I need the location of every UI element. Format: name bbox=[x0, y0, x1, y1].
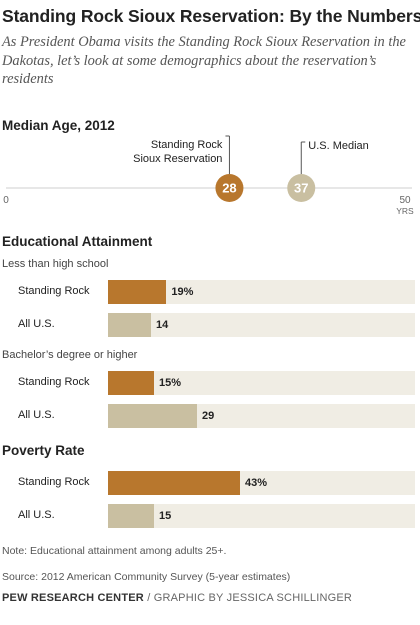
education-group-title: Less than high school bbox=[2, 258, 109, 270]
bar-track: 29 bbox=[108, 404, 415, 428]
bar-row: Standing Rock 15% bbox=[0, 371, 420, 395]
note-text: Note: Educational attainment among adult… bbox=[2, 545, 227, 557]
bar-value: 14 bbox=[155, 319, 169, 331]
bar-row: All U.S. 14 bbox=[0, 313, 420, 337]
bar-value: 43% bbox=[245, 477, 268, 489]
age-axis-unit-label: YRS bbox=[396, 206, 414, 216]
age-point-standing-rock bbox=[215, 174, 244, 202]
education-title: Educational Attainment bbox=[2, 234, 153, 249]
bar-fill bbox=[108, 471, 240, 495]
age-axis-min-label: 0 bbox=[3, 195, 9, 206]
education-group-title: Bachelor’s degree or higher bbox=[2, 349, 138, 361]
footer: PEW RESEARCH CENTER / GRAPHIC BY JESSICA… bbox=[2, 592, 352, 604]
bar-row: All U.S. 15 bbox=[0, 504, 420, 528]
age-label-standing-rock-line1: Standing Rock bbox=[151, 139, 223, 151]
footer-separator: / bbox=[143, 592, 154, 604]
bar-row: Standing Rock 43% bbox=[0, 471, 420, 495]
bar-row: Standing Rock 19% bbox=[0, 280, 420, 304]
bar-fill bbox=[108, 313, 151, 337]
median-age-title: Median Age, 2012 bbox=[2, 118, 115, 133]
bar-fill bbox=[108, 504, 155, 528]
bar-label: Standing Rock bbox=[18, 376, 90, 388]
age-label-standing-rock-line2: Sioux Reservation bbox=[133, 153, 222, 165]
bar-track: 43% bbox=[108, 471, 415, 495]
chart-title: Standing Rock Sioux Reservation: By the … bbox=[2, 6, 420, 26]
bar-label: All U.S. bbox=[18, 409, 55, 421]
bar-track: 14 bbox=[108, 313, 415, 337]
bar-value: 29 bbox=[202, 410, 215, 422]
chart-subtitle: As President Obama visits the Standing R… bbox=[2, 34, 406, 87]
bar-fill bbox=[108, 404, 198, 428]
footer-credit: GRAPHIC BY JESSICA SCHILLINGER bbox=[153, 592, 353, 604]
bar-row: All U.S. 29 bbox=[0, 404, 420, 428]
bar-label: All U.S. bbox=[18, 509, 55, 521]
bar-value: 15% bbox=[159, 377, 182, 389]
bar-fill bbox=[108, 371, 155, 395]
age-value-standing-rock: 28 bbox=[222, 181, 236, 196]
bar-track: 15% bbox=[108, 371, 415, 395]
bar-label: Standing Rock bbox=[18, 285, 90, 297]
age-axis-max-label: 50 bbox=[399, 195, 411, 206]
bar-fill bbox=[108, 280, 167, 304]
bar-value: 19% bbox=[171, 286, 194, 298]
bar-value: 15 bbox=[159, 510, 172, 522]
age-point-us bbox=[287, 174, 316, 202]
bar-track: 19% bbox=[108, 280, 415, 304]
bar-track: 15 bbox=[108, 504, 415, 528]
bar-label: All U.S. bbox=[18, 318, 55, 330]
poverty-title: Poverty Rate bbox=[2, 443, 85, 458]
footer-org: PEW RESEARCH CENTER bbox=[2, 592, 144, 604]
median-age-chart: 0 50 YRS Standing Rock Sioux Reservation… bbox=[3, 135, 414, 216]
bar-label: Standing Rock bbox=[18, 476, 90, 488]
age-value-us: 37 bbox=[294, 181, 308, 196]
age-label-us: U.S. Median bbox=[308, 140, 369, 152]
source-text: Source: 2012 American Community Survey (… bbox=[2, 571, 291, 583]
